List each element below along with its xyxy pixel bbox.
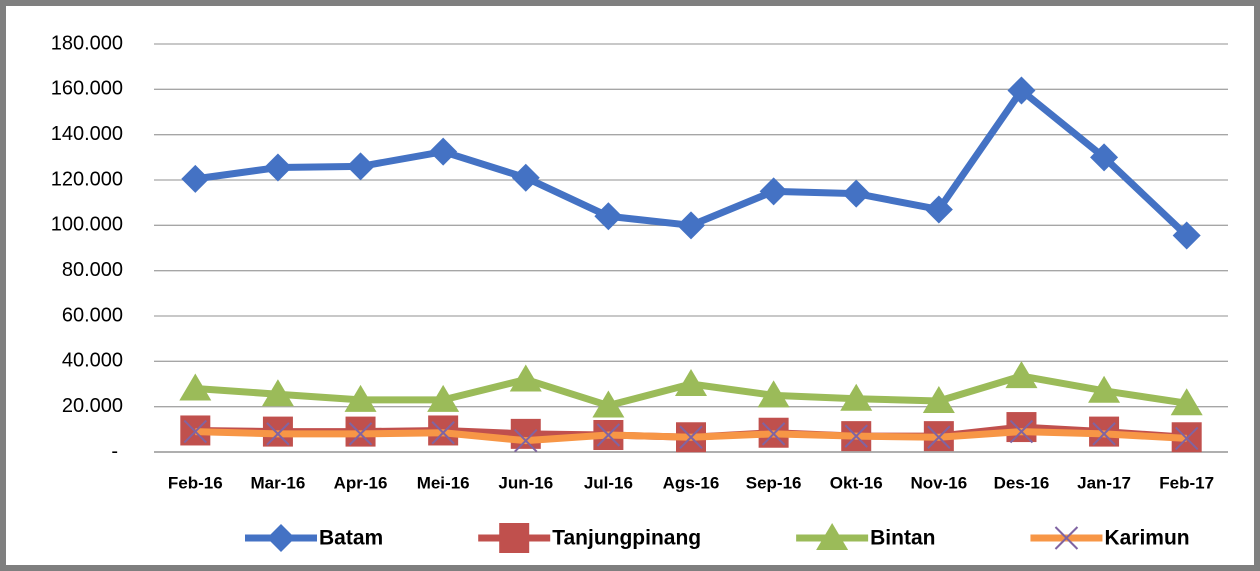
x-tick-label: Mar-16 [251, 473, 306, 492]
marker [266, 422, 290, 446]
x-tick-label: Sep-16 [746, 473, 802, 492]
marker [509, 364, 542, 392]
marker [922, 386, 955, 413]
y-tick-label: - [111, 440, 118, 462]
marker [427, 384, 460, 412]
marker [927, 425, 951, 449]
y-tick-label: 160.000 [51, 78, 123, 100]
marker [431, 421, 455, 445]
x-tick-label: Ags-16 [663, 473, 720, 492]
marker [844, 424, 868, 448]
marker [761, 422, 786, 446]
marker [346, 152, 375, 181]
y-tick-label: 180.000 [51, 32, 123, 54]
marker [1007, 76, 1036, 105]
y-tick-label: 120.000 [51, 168, 123, 190]
legend-label: Karimun [1104, 527, 1189, 550]
marker [181, 164, 210, 193]
marker [1170, 388, 1203, 416]
x-tick-label: Mei-16 [417, 473, 470, 492]
y-tick-label: 40.000 [62, 350, 123, 372]
marker [510, 418, 541, 449]
marker [924, 195, 953, 224]
marker [514, 428, 538, 453]
x-tick-label: Jul-16 [584, 473, 633, 492]
x-tick-label: Apr-16 [334, 473, 388, 492]
marker [344, 384, 377, 412]
legend-marker [267, 524, 295, 552]
marker [429, 137, 458, 166]
marker [757, 380, 790, 408]
marker [511, 163, 540, 192]
marker [594, 202, 623, 231]
marker [592, 390, 625, 418]
marker [677, 211, 705, 240]
legend-label: Batam [319, 527, 383, 550]
marker [261, 379, 294, 407]
x-tick-label: Jan-17 [1077, 473, 1131, 492]
x-tick-label: Des-16 [994, 473, 1050, 492]
legend-label: Tanjungpinang [552, 527, 701, 550]
y-tick-label: 20.000 [62, 395, 123, 417]
marker [596, 423, 621, 447]
x-tick-label: Feb-16 [168, 473, 223, 492]
marker [183, 419, 208, 444]
marker [1092, 422, 1116, 446]
y-tick-label: 80.000 [62, 259, 123, 281]
y-tick-label: 100.000 [51, 214, 123, 236]
marker [759, 177, 788, 206]
legend-label: Bintan [870, 527, 935, 550]
marker [675, 369, 707, 396]
marker [1090, 143, 1119, 172]
x-tick-label: Jun-16 [498, 473, 553, 492]
x-tick-label: Okt-16 [830, 473, 883, 492]
marker [679, 425, 703, 449]
marker [1174, 426, 1199, 451]
marker [263, 153, 292, 182]
legend-marker [499, 523, 530, 553]
marker [179, 373, 212, 401]
marker [1005, 361, 1038, 389]
marker [1172, 221, 1201, 250]
x-tick-label: Nov-16 [911, 473, 968, 492]
y-tick-label: 140.000 [51, 123, 123, 145]
marker [842, 179, 871, 208]
marker [1088, 375, 1121, 403]
marker [840, 383, 873, 411]
marker [1006, 412, 1037, 443]
y-tick-label: 60.000 [62, 304, 123, 326]
x-tick-label: Feb-17 [1159, 473, 1214, 492]
legend-marker [1054, 526, 1079, 550]
marker [1009, 419, 1034, 444]
legend-marker [816, 523, 849, 550]
marker [348, 422, 373, 446]
